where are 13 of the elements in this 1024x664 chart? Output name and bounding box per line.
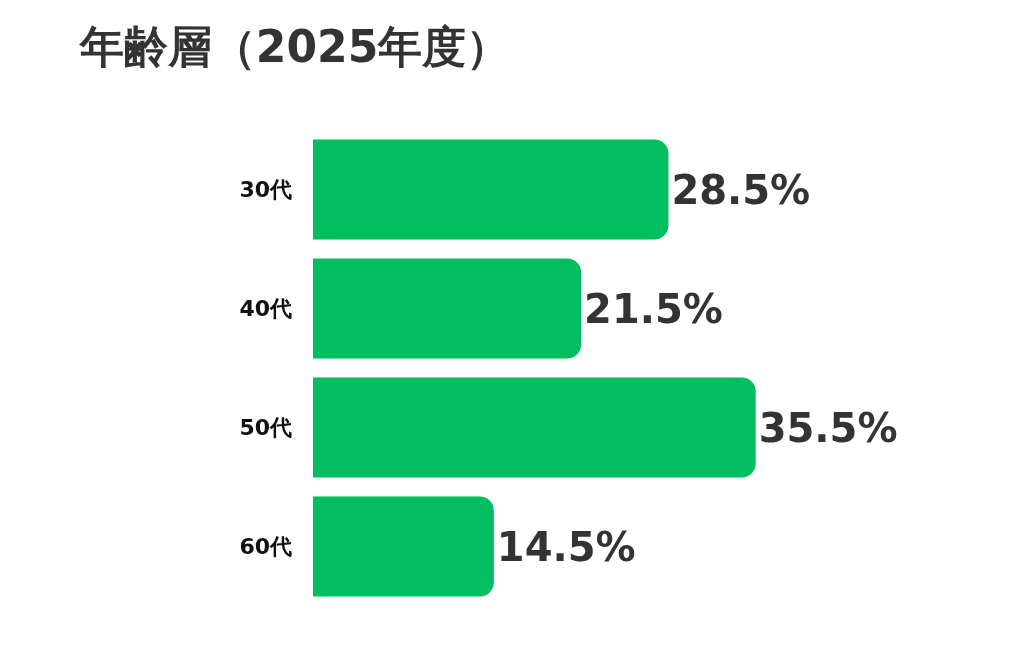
y-tick-label: 60代 [239, 534, 292, 560]
data-label: 14.5% [496, 523, 636, 570]
data-label: 21.5% [584, 285, 723, 332]
data-label: 28.5% [671, 166, 811, 213]
y-tick-label: 40代 [239, 296, 292, 322]
bar [313, 139, 669, 240]
bar [313, 377, 756, 478]
y-tick-label: 50代 [239, 415, 292, 441]
data-label: 35.5% [758, 404, 898, 451]
bar [313, 258, 582, 359]
chart-title: 年齢層（2025年度） [78, 20, 511, 72]
bar [313, 496, 494, 597]
y-tick-label: 30代 [239, 177, 292, 203]
